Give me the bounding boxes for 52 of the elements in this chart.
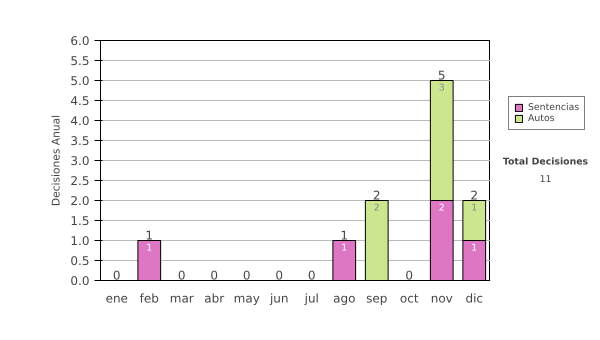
total-label: 1 [340, 228, 348, 242]
total-label: 0 [405, 268, 414, 282]
y-axis-title: Decisiones Anual [49, 114, 62, 206]
text: 11 [540, 174, 552, 186]
x-tick-label: ene [106, 292, 128, 306]
data-label: 2 [374, 202, 380, 214]
y-tick-label: 0.5 [70, 254, 90, 268]
data-label: 3 [438, 82, 445, 94]
y-tick-label: 1.0 [70, 234, 90, 248]
total-label: 0 [275, 268, 284, 282]
y-tick-label: 3.5 [70, 134, 90, 148]
total-label: 1 [145, 228, 154, 242]
bar [137, 240, 162, 280]
x-tick-label: may [234, 292, 260, 306]
legend-label: Sentencias [528, 102, 580, 113]
x-tick-label: nov [430, 292, 453, 306]
total-label: 0 [178, 268, 186, 282]
y-tick-label: 6.0 [70, 34, 90, 48]
y-tick-label: 4.0 [70, 114, 90, 128]
data-label: 1 [471, 202, 478, 214]
y-tick-label: 5.0 [70, 74, 90, 88]
x-tick-label: abr [204, 292, 224, 306]
total-label: 0 [242, 268, 251, 282]
data-label: 1 [341, 242, 348, 254]
total-label: 0 [308, 268, 316, 282]
total-label: 5 [438, 68, 446, 82]
y-tick-label: 4.5 [70, 94, 90, 108]
legend-label: Autos [528, 113, 555, 124]
y-tick-label: 5.5 [70, 54, 90, 68]
y-tick-label: 2.5 [70, 174, 90, 188]
total-label: 0 [210, 268, 218, 282]
data-label: 2 [438, 202, 445, 214]
x-tick-label: mar [170, 292, 194, 306]
bar [332, 240, 356, 280]
x-tick-label: oct [400, 292, 419, 306]
x-tick-label: feb [140, 292, 159, 306]
bar [364, 200, 389, 280]
y-tick-label: 2.0 [70, 194, 90, 208]
x-tick-label: jun [268, 292, 289, 306]
y-tick-label: 1.5 [70, 214, 90, 228]
data-label: 1 [146, 242, 152, 254]
data-label: 1 [471, 242, 478, 254]
total-label: 0 [112, 268, 121, 282]
y-tick-label: 3.0 [70, 154, 90, 168]
x-tick-label: sep [366, 292, 388, 306]
x-tick-label: dic [465, 292, 484, 306]
y-tick-label: 0.0 [70, 274, 90, 288]
x-tick-label: jul [304, 292, 319, 306]
total-label: 2 [470, 188, 478, 202]
total-label: 2 [372, 188, 381, 202]
text: Total Decisiones [502, 156, 589, 168]
x-tick-label: ago [333, 292, 356, 306]
